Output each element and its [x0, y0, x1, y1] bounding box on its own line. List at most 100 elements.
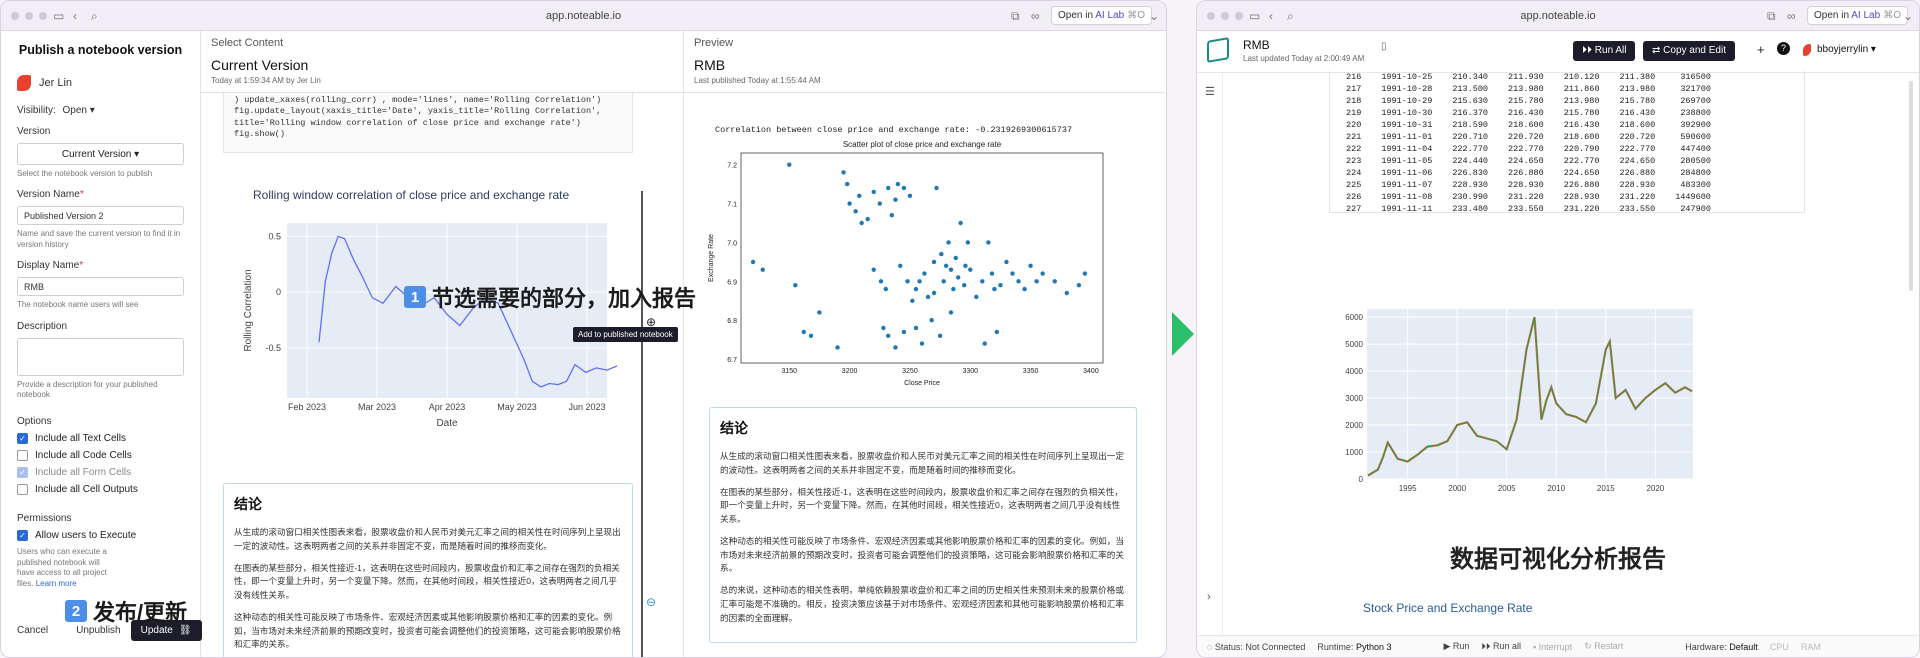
open-in-button[interactable]: Open in AI Lab ⌘O	[1051, 6, 1152, 25]
restart-button[interactable]: ↻ Restart	[1584, 641, 1624, 651]
run-all-button[interactable]: ⏵⏵ Run All	[1573, 41, 1636, 61]
scatter-point	[946, 240, 951, 245]
options-list: ✓ Include all Text Cells Include all Code …	[17, 433, 184, 496]
display-name-input[interactable]: RMB	[17, 277, 184, 297]
help-icon[interactable]: ?	[1777, 42, 1790, 55]
open-in-button[interactable]: Open in AI Lab ⌘O	[1807, 6, 1908, 25]
remove-cell-icon[interactable]: ⊖	[646, 595, 657, 609]
link-icon[interactable]: ∞	[1787, 9, 1796, 23]
add-cell-icon[interactable]: ⊕	[646, 315, 657, 329]
x-tick-label: Feb 2023	[288, 402, 326, 412]
search-icon[interactable]: ⌕	[1287, 9, 1294, 23]
window-controls[interactable]	[11, 12, 47, 20]
scatter-point	[871, 267, 876, 272]
option-checkbox[interactable]: Include all Cell Outputs	[17, 484, 184, 496]
description-label: Description	[17, 320, 68, 332]
visibility-row[interactable]: Visibility: Open ▾	[17, 105, 95, 116]
scatter-point	[893, 197, 898, 202]
y-tick-label: 6.7	[727, 357, 737, 364]
scatter-point	[841, 170, 846, 175]
share-icon[interactable]: ⧉	[1767, 9, 1776, 23]
option-checkbox[interactable]: ✓ Include all Text Cells	[17, 433, 184, 445]
scatter-point	[931, 290, 937, 296]
scatter-point	[931, 259, 937, 265]
update-button[interactable]: Update ⛓	[130, 620, 202, 641]
select-content-header: Select Content Current Version Today at …	[201, 31, 683, 93]
checkbox-icon: ✓	[17, 433, 28, 445]
noteable-logo-icon[interactable]	[1207, 37, 1229, 63]
run-all-status-button[interactable]: ⏵⏵ Run all	[1481, 641, 1521, 651]
link-icon[interactable]: ∞	[1031, 9, 1040, 23]
code-cell[interactable]: ) update_xaxes(rolling_corr) , mode='lin…	[223, 93, 633, 153]
caret-down-icon[interactable]: ▾	[89, 105, 95, 116]
option-checkbox[interactable]: ✓ Include all Form Cells	[17, 467, 184, 479]
chevron-down-icon[interactable]: ⌄	[1149, 9, 1160, 23]
back-icon[interactable]: ‹	[1269, 9, 1273, 23]
notebook-window: ▭ ‹	[1196, 0, 1920, 658]
back-icon[interactable]: ‹	[73, 9, 77, 23]
scatter-point	[847, 201, 852, 206]
version-select[interactable]: Current Version ▾	[17, 143, 184, 165]
table-row: 221 1991-11-01 220.710 220.720 218.600 220.72…	[1346, 132, 1711, 142]
option-checkbox[interactable]: Include all Code Cells	[17, 450, 184, 462]
chevron-down-icon[interactable]: ⌄	[1903, 9, 1914, 23]
visibility-value[interactable]: Open	[62, 105, 87, 116]
address-bar[interactable]: app.noteable.io	[1520, 10, 1596, 22]
copy-edit-button[interactable]: ⇄ Copy and Edit	[1643, 41, 1735, 61]
table-row: 220 1991-10-31 218.590 218.600 216.430 218.60…	[1346, 120, 1711, 130]
share-icon[interactable]: ⧉	[1011, 9, 1020, 23]
insertion-divider[interactable]	[641, 191, 643, 657]
y-tick-label: 6.9	[727, 279, 737, 286]
ram-meter: RAM	[1800, 641, 1821, 652]
cancel-button[interactable]: Cancel	[17, 625, 49, 636]
conclusion-cell[interactable]: 结论 从生成的滚动窗口相关性图表来看，股票收盘价和人民币对美元汇率之间的相关性在…	[223, 483, 633, 657]
x-tick-label: 3200	[842, 368, 858, 375]
checkbox-icon	[17, 484, 28, 496]
display-name-label: Display Name*	[17, 260, 84, 272]
username[interactable]: bboyjerrylin ▾	[1817, 44, 1876, 55]
sidebar-toggle-icon[interactable]: ▭	[53, 9, 65, 23]
scrollbar[interactable]	[1909, 81, 1913, 291]
file-icon[interactable]: ▯	[1381, 41, 1387, 52]
version-name-input[interactable]: Published Version 2	[17, 206, 184, 226]
scatter-point	[901, 185, 907, 191]
x-axis-label: Date	[436, 418, 458, 429]
browser-toolbar: ▭ ‹ ⌕ app.noteable.io ⧉ ∞ Open in AI Lab…	[1, 1, 1166, 31]
interrupt-button[interactable]: ▪ Interrupt	[1532, 641, 1573, 652]
notebook-title: RMB	[1243, 38, 1270, 52]
conclusion-paragraph: 这种动态的相关性可能反映了市场条件、宏观经济因素或其他影响股票价格和汇率的因素的…	[234, 611, 621, 650]
scatter-point	[883, 286, 888, 292]
add-icon[interactable]: +	[1757, 42, 1765, 57]
window-controls[interactable]	[1207, 12, 1243, 20]
user-avatar[interactable]	[1803, 44, 1811, 56]
version-name-label: Version Name*	[17, 189, 84, 201]
learn-more-link[interactable]: Learn more	[35, 578, 77, 588]
scatter-point	[917, 279, 922, 284]
checkbox-icon	[17, 450, 28, 462]
scatter-point	[1004, 259, 1009, 265]
link-icon: ⛓	[178, 625, 192, 636]
allow-execute-checkbox[interactable]: ✓ Allow users to Execute	[17, 530, 184, 542]
user-name: Jer Lin	[39, 77, 73, 89]
description-textarea[interactable]	[17, 337, 184, 376]
preview-paragraph: 这种动态的相关性可能反映了市场条件、宏观经济因素或其他影响股票价格和汇率的因素的…	[720, 535, 1124, 574]
expand-icon[interactable]: ›	[1207, 591, 1211, 603]
search-icon[interactable]: ⌕	[91, 9, 98, 23]
outline-icon[interactable]: ☰	[1205, 86, 1215, 98]
sidebar-toggle-icon[interactable]: ▭	[1249, 9, 1261, 23]
run-button[interactable]: ▶ Run	[1443, 641, 1470, 651]
x-tick-label: Mar 2023	[358, 402, 396, 412]
scatter-point	[962, 283, 967, 288]
footer-actions: Cancel Unpublish Update ⛓	[17, 620, 202, 641]
address-bar[interactable]: app.noteable.io	[545, 10, 622, 22]
x-tick-label: 2015	[1597, 484, 1615, 493]
y-tick-label: 6.8	[727, 318, 737, 325]
scatter-point	[853, 209, 858, 214]
version-hint: Select the notebook version to publish	[17, 169, 153, 178]
x-tick-label: 2010	[1547, 484, 1565, 493]
scatter-point	[808, 333, 814, 338]
scatter-point	[1082, 271, 1088, 276]
scatter-point	[989, 271, 995, 276]
scatter-point	[919, 341, 925, 346]
unpublish-button[interactable]: Unpublish	[76, 625, 121, 636]
